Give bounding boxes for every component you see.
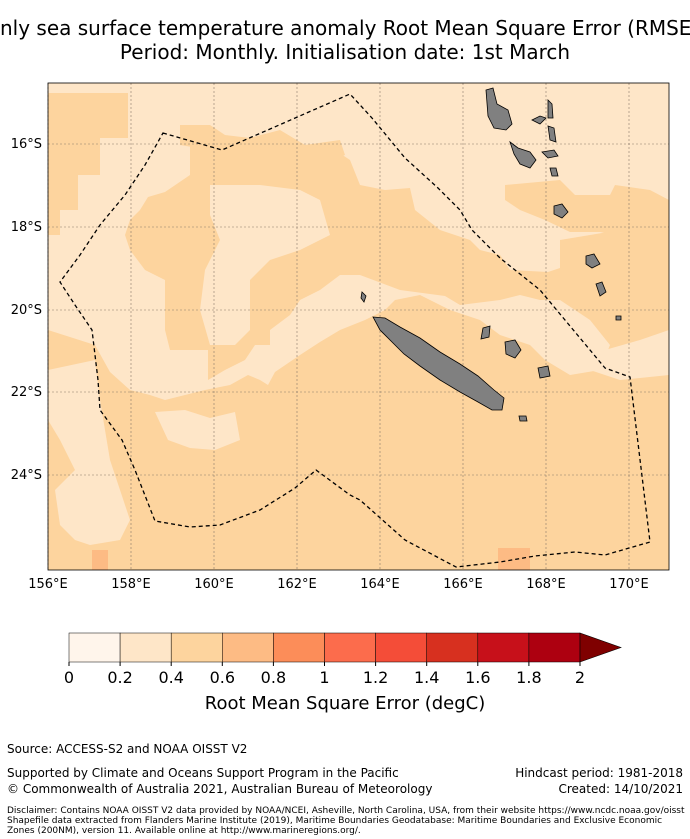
lon-tick-label: 160°E [194,577,234,592]
created-date: Created: 14/10/2021 [558,782,683,796]
colorbar-tick-label: 1.4 [414,668,439,687]
colorbar-tick-label: 0.6 [210,668,235,687]
colorbar-bin [375,632,427,663]
maritime-boundary [59,93,651,568]
colorbar-bin [222,632,274,663]
land-new-caledonia [372,316,505,411]
lon-tick-label: 158°E [111,577,151,592]
colorbar-tick-label: 1.2 [363,668,388,687]
colorbar-tick-label: 1 [319,668,329,687]
land-efate [553,203,569,219]
colorbar-bin [170,632,223,663]
lat-tick-label: 22°S [11,385,42,400]
land-erromango [585,253,601,269]
colorbar: 0 0.2 0.4 0.6 0.8 1 1.2 1.4 1.6 1.8 2 Root Mean Sq… [64,632,622,714]
land-epi-shepherds [549,167,559,177]
land-ambrym [541,149,559,159]
lat-tick-label: 16°S [11,137,42,152]
colorbar-tick-label: 0.8 [261,668,286,687]
lon-tick-label: 156°E [28,577,68,592]
hindcast-period: Hindcast period: 1981-2018 [515,766,683,780]
lon-tick-label: 168°E [526,577,566,592]
colorbar-bin [273,632,325,663]
colorbar-tick-label: 0.2 [107,668,132,687]
land-mare [537,365,551,379]
rmse-pocket-west [48,360,130,545]
land-aneityum [615,315,622,321]
colorbar-bins [68,632,581,663]
colorbar-tick-label: 2 [575,668,585,687]
lon-tick-label: 170°E [609,577,649,592]
lat-tick-label: 20°S [11,303,42,318]
disclaimer-line: Zones (200NM), version 11. Available onl… [7,826,361,836]
copyright-text: © Commonwealth of Australia 2021, Austra… [7,782,433,796]
source-text: Source: ACCESS-S2 and NOAA OISST V2 [7,742,248,756]
colorbar-bin [477,632,530,663]
colorbar-ticks: 0 0.2 0.4 0.6 0.8 1 1.2 1.4 1.6 1.8 2 [64,662,585,687]
land-malakula [509,140,537,169]
colorbar-bin [426,632,479,663]
lon-tick-label: 162°E [277,577,317,592]
rmse-pocket-east [520,300,610,375]
colorbar-bin [324,632,376,663]
rmse-spot-southeast [498,548,530,570]
rmse-patch-north [180,125,345,165]
land-tanna [595,281,607,297]
lat-axis: 16°S 18°S 20°S 22°S 24°S [11,137,42,483]
land-espiritu-santo [485,87,513,131]
colorbar-tick-label: 1.8 [516,668,541,687]
map-frame [47,82,670,571]
land-ouvea [480,325,491,340]
land-masses [360,87,622,422]
rmse-patch-west [48,93,128,235]
support-text: Supported by Climate and Oceans Support … [7,766,399,780]
lon-tick-label: 164°E [360,577,400,592]
rmse-pocket-south [155,410,240,450]
map-title-line2: Period: Monthly. Initialisation date: 1s… [119,40,571,64]
land-isle-of-pines [518,415,528,422]
land-lifou [504,339,522,359]
colorbar-bin [68,632,121,663]
colorbar-bin [119,632,172,663]
lat-tick-label: 18°S [11,220,42,235]
colorbar-bin [528,632,581,663]
rmse-lighter-pockets [48,185,610,545]
disclaimer: Disclaimer: Contains NOAA OISST V2 data … [7,806,687,836]
lon-axis: 156°E 158°E 160°E 162°E 164°E 166°E 168°… [28,577,649,592]
map-title-line1: nly sea surface temperature anomaly Root… [0,16,690,40]
colorbar-tick-label: 0.4 [158,668,183,687]
lon-tick-label: 166°E [443,577,483,592]
lat-tick-label: 24°S [11,468,42,483]
rmse-pocket-central [200,185,330,345]
rmse-patch-south [48,295,669,570]
colorbar-tick-label: 1.6 [465,668,490,687]
rmse-spot-southwest [92,550,108,570]
disclaimer-line: Shapefile data extracted from Flanders M… [7,816,663,826]
colorbar-label: Root Mean Square Error (degC) [205,693,486,714]
colorbar-extend-arrow [579,632,622,663]
disclaimer-line: Disclaimer: Contains NOAA OISST V2 data … [7,806,685,816]
colorbar-tick-label: 0 [64,668,74,687]
land-belep [360,291,367,303]
land-maewo-pentecost [547,99,557,143]
map-panel [47,82,670,571]
land-ambae [531,115,547,125]
